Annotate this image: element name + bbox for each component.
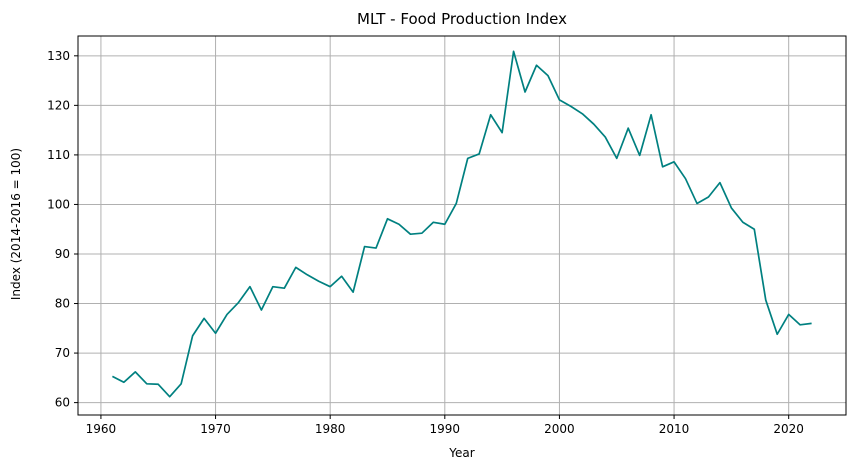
series-line: [111, 50, 812, 398]
y-tick-label: 60: [55, 396, 70, 410]
x-tick-label: 2010: [659, 422, 690, 436]
y-axis-label: Index (2014-2016 = 100): [9, 148, 23, 300]
x-tick-label: 1980: [315, 422, 346, 436]
y-tick-label: 120: [47, 98, 70, 112]
y-tick-label: 90: [55, 247, 70, 261]
x-tick-label: 1990: [430, 422, 461, 436]
y-tick-label: 100: [47, 197, 70, 211]
y-axis-ticks: 60 70 80 90 100 110 120 130: [47, 49, 78, 410]
x-tick-label: 1970: [200, 422, 231, 436]
x-tick-label: 2000: [544, 422, 575, 436]
chart-title: MLT - Food Production Index: [357, 10, 567, 28]
y-tick-label: 130: [47, 49, 70, 63]
x-axis-label: Year: [448, 446, 474, 460]
y-tick-label: 80: [55, 297, 70, 311]
y-tick-label: 70: [55, 346, 70, 360]
x-tick-label: 2020: [773, 422, 804, 436]
y-tick-label: 110: [47, 148, 70, 162]
x-axis-ticks: 1960 1970 1980 1990 2000 2010 2020: [86, 415, 804, 436]
plot-frame: [77, 35, 847, 416]
x-tick-label: 1960: [86, 422, 117, 436]
grid: [78, 36, 846, 415]
